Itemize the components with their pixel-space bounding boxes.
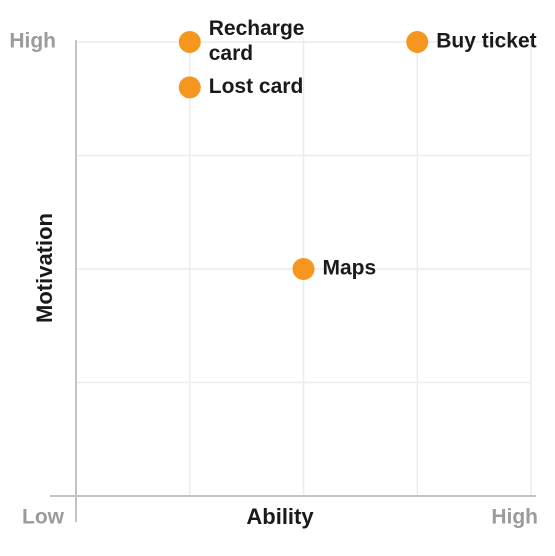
data-point [406,31,429,53]
axes [50,40,536,522]
data-point-label: Buy ticket [436,30,536,53]
data-point-label: card [209,42,253,65]
y-tick-low: Low [22,506,65,529]
x-axis-title: Ability [246,504,314,529]
data-point-label: Maps [323,257,377,280]
y-tick-high: High [9,30,56,53]
data-point [292,258,315,280]
data-point [178,31,201,53]
data-point [178,76,201,99]
y-axis-title: Motivation [32,213,57,323]
data-point-label: Recharge [209,17,305,40]
data-point-label: Lost card [209,75,304,98]
x-tick-high: High [491,506,538,529]
